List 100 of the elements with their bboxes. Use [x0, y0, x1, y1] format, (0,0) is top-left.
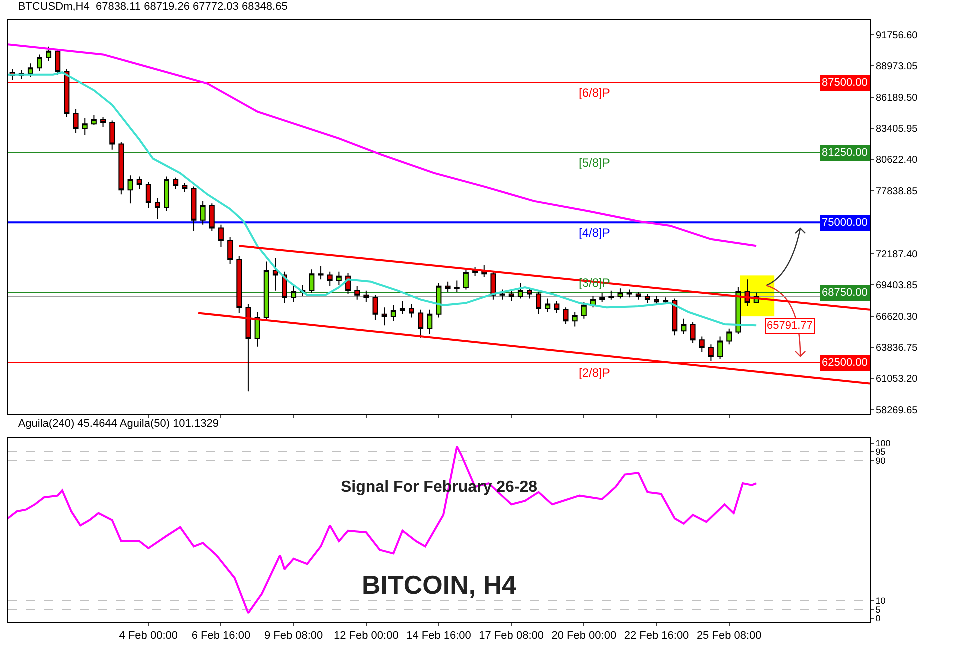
candlestick	[246, 304, 252, 392]
candlestick	[164, 176, 170, 212]
candlestick	[554, 300, 560, 314]
candlestick	[182, 182, 188, 193]
candlestick	[427, 309, 433, 336]
candlestick	[454, 280, 460, 292]
y-tick-label: 5	[876, 604, 881, 615]
y-tick-label: 10	[876, 596, 886, 606]
x-tick-label: 25 Feb 08:00	[696, 630, 762, 642]
candlestick	[563, 307, 569, 325]
candlestick	[418, 309, 424, 338]
ref-line-label: [6/8]P	[579, 86, 610, 100]
x-tick-label: 4 Feb 00:00	[119, 630, 178, 642]
x-tick-label: 17 Feb 08:00	[479, 630, 544, 642]
candlestick	[173, 177, 179, 190]
candlestick	[464, 268, 469, 290]
y-tick-label: 95	[876, 447, 886, 458]
ref-line-label: [2/8]P	[579, 366, 610, 380]
annotation: 68750.00	[822, 287, 868, 299]
y-tick-label: 77838.85	[876, 186, 918, 198]
candlestick	[409, 304, 414, 318]
x-tick-label: 20 Feb 00:00	[552, 630, 617, 642]
candlestick	[272, 258, 278, 292]
candlestick	[28, 63, 34, 78]
candlestick	[354, 286, 360, 300]
candlestick	[636, 291, 642, 300]
candlestick	[309, 269, 315, 294]
candlestick	[154, 197, 160, 220]
candlestick	[91, 114, 97, 126]
y-tick-label: 63836.75	[876, 343, 918, 354]
y-tick-label: 0	[876, 614, 881, 624]
candlestick	[191, 186, 197, 232]
candlestick	[644, 294, 650, 304]
candlestick	[518, 282, 524, 300]
y-tick-label: 69403.85	[876, 280, 918, 292]
y-tick-label: 80622.40	[876, 155, 918, 166]
candlestick	[600, 292, 606, 303]
x-tick-label: 12 Feb 00:00	[334, 630, 399, 642]
candlestick	[527, 288, 532, 300]
candlestick	[336, 271, 342, 286]
candlestick	[400, 300, 406, 315]
candlestick	[318, 266, 324, 280]
annotation: BITCOIN, H4	[362, 570, 518, 600]
x-tick-label: 6 Feb 16:00	[192, 630, 251, 642]
candlestick	[618, 288, 624, 300]
candlestick	[327, 271, 333, 287]
candlestick	[726, 328, 732, 346]
x-tick-label: 22 Feb 16:00	[624, 630, 690, 642]
y-tick-label: 61053.20	[876, 374, 918, 386]
candlestick	[264, 261, 270, 322]
candlestick	[146, 182, 152, 209]
candlestick	[681, 318, 687, 336]
y-tick-label: 90	[876, 456, 886, 466]
y-tick-label: 100	[876, 438, 891, 448]
candlestick	[545, 298, 551, 313]
candlestick	[626, 289, 632, 298]
candlestick	[110, 120, 116, 150]
chart-title: Aguila(240) 45.4644 Aguila(50) 101.1329	[18, 418, 219, 430]
y-tick-label: 86189.50	[876, 92, 918, 104]
annotation: 87500.00	[822, 77, 868, 89]
y-tick-label: 58269.65	[876, 405, 918, 416]
candlestick	[500, 289, 506, 300]
candlestick	[572, 312, 578, 328]
annotation: 62500.00	[822, 357, 868, 369]
y-tick-label: 91756.60	[876, 30, 918, 42]
candlestick	[200, 200, 206, 226]
candlestick	[55, 48, 61, 76]
candlestick	[209, 203, 215, 232]
candlestick	[218, 224, 224, 248]
y-tick-label: 66620.30	[876, 312, 918, 323]
candlestick	[608, 290, 614, 300]
candlestick	[128, 175, 134, 204]
candlestick	[690, 322, 696, 344]
candlestick	[699, 336, 705, 353]
x-tick-label: 14 Feb 16:00	[406, 630, 472, 642]
candlestick	[672, 298, 678, 336]
candlestick	[46, 46, 52, 62]
candlestick	[228, 236, 234, 265]
x-tick-label: 9 Feb 08:00	[264, 630, 324, 642]
candlestick	[82, 118, 88, 136]
candlestick	[100, 116, 106, 128]
annotation: 81250.00	[822, 147, 868, 159]
candlestick	[364, 290, 370, 303]
y-tick-label: 72187.40	[876, 250, 918, 261]
candlestick	[73, 109, 79, 134]
candlestick	[382, 307, 388, 326]
candlestick	[390, 304, 396, 322]
candlestick	[663, 297, 669, 305]
ref-line-label: [4/8]P	[579, 226, 610, 240]
y-tick-label: 88973.05	[876, 62, 918, 73]
candlestick	[718, 336, 724, 360]
candlestick	[654, 296, 660, 306]
candlestick	[581, 302, 587, 320]
y-tick-label: 83405.95	[876, 124, 918, 136]
candlestick	[236, 256, 242, 314]
candlestick	[291, 286, 297, 303]
candlestick	[508, 290, 514, 302]
candlestick	[536, 291, 542, 315]
candlestick	[254, 312, 260, 348]
candlestick	[118, 142, 124, 196]
